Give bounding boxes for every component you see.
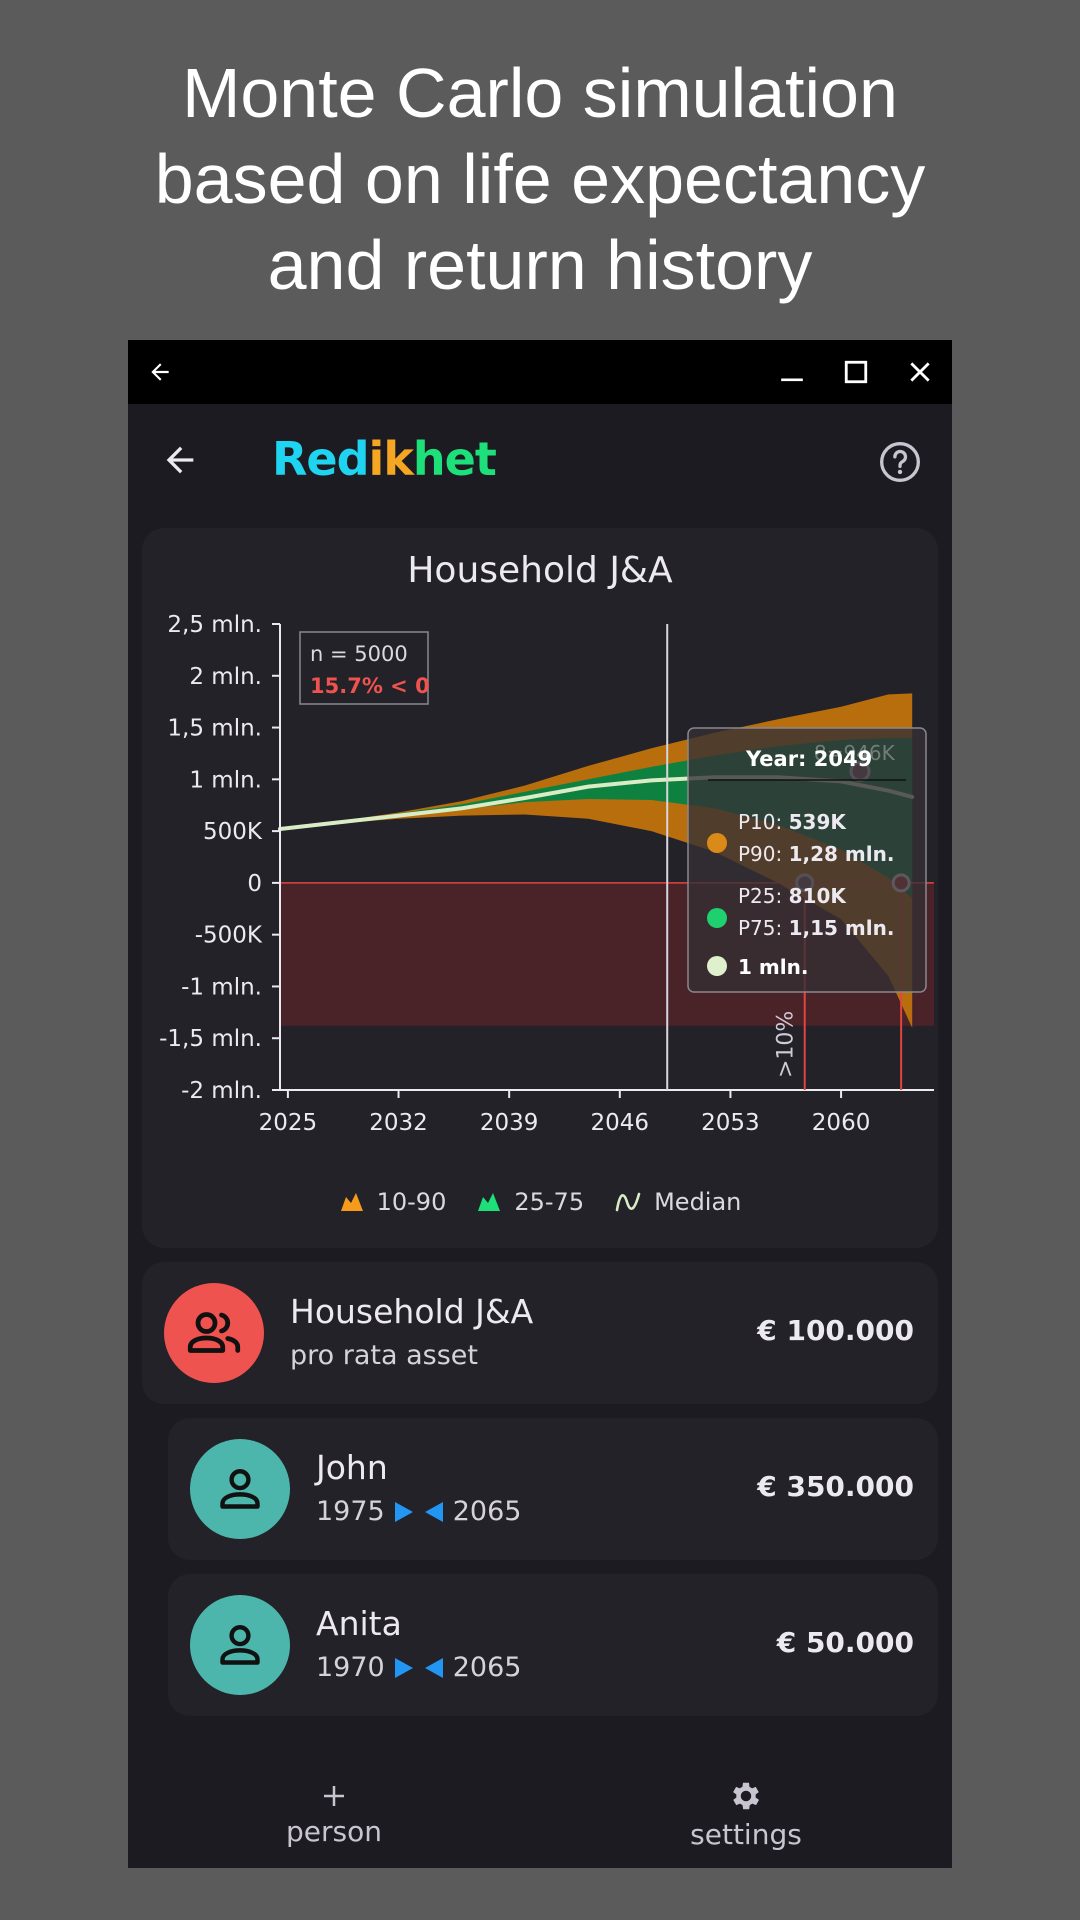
brand-part-2: het xyxy=(412,432,497,486)
person-amount: € 350.000 xyxy=(757,1470,914,1503)
stats-n: n = 5000 xyxy=(310,642,408,666)
tooltip-p75-value: 1,15 mln. xyxy=(789,916,895,940)
x-tick-label: 2046 xyxy=(591,1110,650,1136)
promo-line-3: and return history xyxy=(267,226,813,304)
person-card-john[interactable]: John 1975 2065 € 350.000 xyxy=(168,1418,938,1560)
death-year: 2065 xyxy=(452,1496,522,1527)
legend-item-median[interactable]: Median xyxy=(614,1188,741,1216)
tooltip-median-value: 1 mln. xyxy=(738,955,808,979)
person-subtitle: pro rata asset xyxy=(290,1340,478,1371)
brand-logo: Redikhet xyxy=(272,432,497,486)
line-icon xyxy=(615,1192,641,1212)
stats-box xyxy=(299,631,429,705)
area-icon xyxy=(478,1193,501,1211)
y-tick-label: 1,5 mln. xyxy=(167,716,262,742)
person-name: John xyxy=(316,1448,388,1487)
chart-legend: 10-90 25-75 Median xyxy=(142,1188,938,1216)
x-tick-label: 2039 xyxy=(480,1110,539,1136)
x-tick-label: 2060 xyxy=(812,1110,871,1136)
help-circle-icon[interactable] xyxy=(878,440,922,484)
y-tick-label: 2 mln. xyxy=(189,664,262,690)
person-lifespan: 1970 2065 xyxy=(316,1652,521,1683)
chart-title: Household J&A xyxy=(407,550,673,591)
x-tick-label: 2053 xyxy=(701,1110,760,1136)
brand-part-1: ik xyxy=(368,432,414,486)
promo-line-2: based on life expectancy xyxy=(154,140,926,218)
tooltip-p25: P25: 810K xyxy=(738,884,847,908)
window-titlebar xyxy=(128,340,952,404)
person-card-household[interactable]: Household J&A pro rata asset € 100.000 xyxy=(142,1262,938,1404)
y-tick-label: -1 mln. xyxy=(181,974,262,1000)
legend-label: 10-90 xyxy=(376,1188,447,1216)
nav-label-person: person xyxy=(286,1814,382,1848)
death-year: 2065 xyxy=(452,1652,522,1683)
back-arrow-icon[interactable] xyxy=(158,438,202,482)
legend-item-25-75[interactable]: 25-75 xyxy=(476,1188,584,1216)
tooltip-p10-label: P10: xyxy=(738,810,789,834)
y-tick-label: -2 mln. xyxy=(181,1078,262,1104)
person-name: Household J&A xyxy=(290,1292,534,1331)
person-icon xyxy=(190,1439,290,1539)
y-tick-label: 500K xyxy=(203,819,263,845)
person-lifespan: 1975 2065 xyxy=(316,1496,521,1527)
tooltip-box xyxy=(687,727,927,993)
minimize-icon[interactable] xyxy=(764,340,820,404)
legend-label: 25-75 xyxy=(514,1188,585,1216)
tooltip-p10: P10: 539K xyxy=(738,810,847,834)
person-name: Anita xyxy=(316,1604,402,1643)
gear-icon xyxy=(733,1782,760,1809)
tooltip-p90: P90: 1,28 mln. xyxy=(738,842,894,866)
legend-item-10-90[interactable]: 10-90 xyxy=(339,1188,447,1216)
play-right-icon xyxy=(394,1657,413,1678)
play-right-icon xyxy=(394,1501,413,1522)
plus-icon xyxy=(324,1785,344,1806)
person-amount: € 50.000 xyxy=(776,1626,914,1659)
birth-year: 1970 xyxy=(316,1652,385,1683)
person-icon xyxy=(190,1595,290,1695)
tooltip-dot-median xyxy=(707,956,727,976)
tooltip-p25-label: P25: xyxy=(738,884,789,908)
app-window: Redikhet Household J&A 2,5 mln. 2 mln. 1,5… xyxy=(128,340,952,1868)
group-icon xyxy=(164,1283,264,1383)
maximize-icon[interactable] xyxy=(828,340,884,404)
area-icon xyxy=(340,1193,363,1211)
tooltip-p90-value: 1,28 mln. xyxy=(789,842,895,866)
titlebar-back-icon[interactable] xyxy=(132,340,188,404)
stats-negative: 15.7% < 0 xyxy=(310,674,430,698)
tooltip-faded-label: 8=946K xyxy=(814,741,896,765)
nav-label-settings: settings xyxy=(690,1817,802,1851)
chart-card: Household J&A 2,5 mln. 2 mln. 1,5 mln. 1 ml… xyxy=(142,528,938,1248)
tooltip-year: Year: 2049 xyxy=(745,747,872,771)
person-card-anita[interactable]: Anita 1970 2065 € 50.000 xyxy=(168,1574,938,1716)
promo-line-1: Monte Carlo simulation xyxy=(182,54,898,132)
y-tick-label: -500K xyxy=(195,923,263,949)
tooltip-p10-value: 539K xyxy=(789,810,848,834)
tooltip-dot-10-90 xyxy=(707,833,727,853)
play-left-icon xyxy=(424,1501,443,1522)
add-person-button[interactable]: person xyxy=(234,1760,434,1868)
brand-part-0: Red xyxy=(272,432,370,486)
close-icon[interactable] xyxy=(892,340,948,404)
y-tick-label: 1 mln. xyxy=(189,767,262,793)
promo-caption: Monte Carlo simulation based on life exp… xyxy=(0,50,1080,308)
y-tick-label: 2,5 mln. xyxy=(167,612,262,638)
app-bar: Redikhet xyxy=(128,404,952,516)
tooltip-p75-label: P75: xyxy=(738,916,789,940)
x-tick-label: 2025 xyxy=(259,1110,318,1136)
play-left-icon xyxy=(424,1657,443,1678)
y-tick-label: 0 xyxy=(247,871,262,897)
fan-chart[interactable]: 2,5 mln. 2 mln. 1,5 mln. 1 mln. 500K 0 -500K -1… xyxy=(142,528,938,1168)
tooltip-p90-label: P90: xyxy=(738,842,789,866)
tooltip-dot-25-75 xyxy=(707,908,727,928)
x-tick-label: 2032 xyxy=(369,1110,428,1136)
person-amount: € 100.000 xyxy=(757,1314,914,1347)
y-tick-label: -1,5 mln. xyxy=(159,1026,262,1052)
bottom-navigation: person settings xyxy=(128,1760,952,1868)
settings-button[interactable]: settings xyxy=(646,1760,846,1868)
tooltip-p75: P75: 1,15 mln. xyxy=(738,916,894,940)
threshold-label: >10% xyxy=(774,1011,799,1078)
tooltip-p25-value: 810K xyxy=(789,884,848,908)
legend-label: Median xyxy=(654,1188,742,1216)
birth-year: 1975 xyxy=(316,1496,385,1527)
